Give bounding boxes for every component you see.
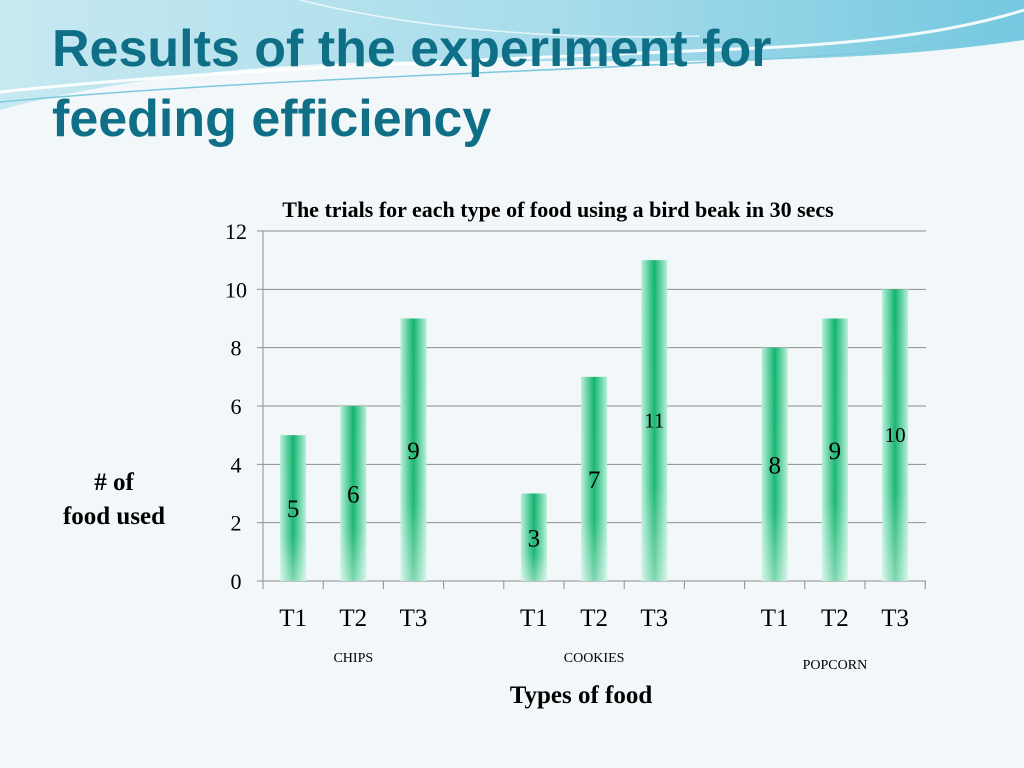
data-label: 9 <box>407 438 420 465</box>
y-axis-title-line1: # of <box>94 469 134 496</box>
data-label: 5 <box>287 496 300 523</box>
data-label: 10 <box>885 423 906 447</box>
y-tick-label: 10 <box>225 277 247 302</box>
data-label: 11 <box>644 409 664 433</box>
x-tick-label: T1 <box>520 605 548 632</box>
bar-shine <box>641 260 668 581</box>
y-tick-label: 6 <box>231 394 242 419</box>
x-tick-label: T3 <box>881 605 909 632</box>
x-tick-label: T3 <box>400 605 428 632</box>
y-tick-label: 2 <box>231 511 242 536</box>
slide-title: Results of the experiment for feeding ef… <box>52 20 772 148</box>
group-label-chips: CHIPS <box>333 651 373 666</box>
bar-shine <box>581 376 608 581</box>
x-tick-label: T3 <box>640 605 668 632</box>
y-tick-label: 4 <box>231 452 242 477</box>
y-axis-title-line2: food used <box>63 503 165 530</box>
data-label: 8 <box>768 452 781 479</box>
chart-title: The trials for each type of food using a… <box>282 197 834 222</box>
data-label: 6 <box>347 482 360 509</box>
x-tick-label: T2 <box>821 605 849 632</box>
x-tick-label: T1 <box>761 605 789 632</box>
group-label-cookies: COOKIES <box>564 651 625 666</box>
bar-shine <box>520 493 547 581</box>
bar-shine <box>400 318 427 581</box>
data-label: 7 <box>588 467 601 494</box>
x-tick-label: T1 <box>279 605 307 632</box>
group-label-popcorn: POPCORN <box>803 658 868 673</box>
data-label: 9 <box>829 438 842 465</box>
bar-shine <box>761 347 788 581</box>
data-label: 3 <box>528 525 541 552</box>
bar-shine <box>882 289 909 581</box>
y-tick-label: 8 <box>231 336 242 361</box>
y-tick-label: 0 <box>231 569 242 594</box>
x-axis-title: Types of food <box>510 682 653 709</box>
bar-shine <box>340 406 367 581</box>
bar-shine <box>821 318 848 581</box>
x-tick-label: T2 <box>339 605 367 632</box>
bar-shine <box>280 435 307 581</box>
x-tick-label: T2 <box>580 605 608 632</box>
y-tick-label: 12 <box>225 219 247 244</box>
